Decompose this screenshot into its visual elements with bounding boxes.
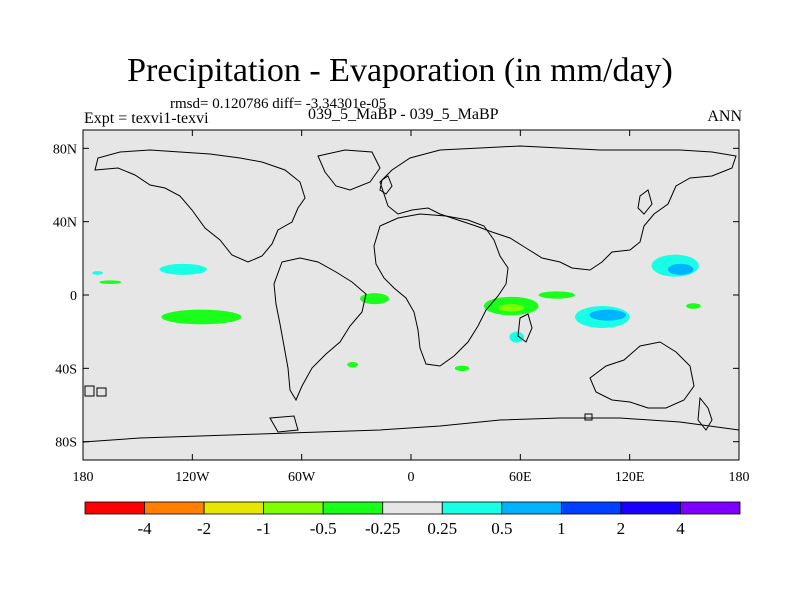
- colorbar-label: -4: [137, 519, 152, 538]
- map-background: [83, 130, 739, 460]
- axis-ticks: 180 120W 60W 0 60E 120E 180 80N 40N 0 40S 80S: [53, 130, 750, 485]
- colorbar-swatch: [501, 501, 562, 515]
- colorbar-swatch: [84, 501, 145, 515]
- y-tick-label: 80N: [53, 142, 77, 157]
- anomaly-arabian-green: [538, 291, 575, 299]
- y-tick-label: 40N: [53, 216, 77, 231]
- anomaly-dateline-green: [99, 280, 122, 284]
- chart-title: Precipitation - Evaporation (in mm/day): [127, 52, 673, 89]
- coastline-antarctica: [83, 417, 739, 443]
- colorbar-label: -1: [257, 519, 271, 538]
- colorbar-swatch: [441, 501, 503, 515]
- anomaly-north-pacific-cyan: [159, 263, 207, 275]
- colorbar: -4 -2 -1 -0.5 -0.25 0.25 0.5 1 2 4: [84, 501, 741, 538]
- y-tick-label: 80S: [55, 436, 77, 451]
- coastline-australia: [589, 341, 695, 409]
- x-tick-label: 0: [408, 470, 415, 485]
- coastline-eurasia: [379, 145, 737, 271]
- coastline-new-zealand: [697, 396, 713, 431]
- x-tick-label: 120E: [615, 470, 645, 485]
- colorbar-label: -0.25: [365, 519, 400, 538]
- colorbar-swatch: [203, 501, 265, 515]
- case-label: 039_5_MaBP - 039_5_MaBP: [308, 106, 499, 123]
- colorbar-label: 0.5: [491, 519, 512, 538]
- colorbar-label: 4: [676, 519, 685, 538]
- anomaly-south-africa-green: [454, 365, 470, 372]
- anomaly-maritime-blue: [589, 309, 627, 321]
- colorbar-swatch: [144, 501, 205, 515]
- colorbar-swatch: [382, 501, 443, 515]
- colorbar-swatch: [560, 501, 622, 515]
- anomaly-indian-ocean-small: [686, 303, 701, 309]
- colorbar-label: 0.25: [427, 519, 457, 538]
- anomaly-tropical-atlantic-green: [359, 293, 390, 305]
- colorbar-swatch: [620, 501, 681, 515]
- colorbar-label: 2: [617, 519, 626, 538]
- colorbar-label: -0.5: [310, 519, 337, 538]
- coastline-madagascar: [517, 313, 533, 343]
- anomaly-indian-ocean-core: [498, 304, 524, 312]
- x-tick-label: 60E: [509, 470, 532, 485]
- coastline-layer: [83, 145, 739, 443]
- x-tick-label: 180: [729, 470, 750, 485]
- coastline-southern-islands: [84, 385, 593, 433]
- anomaly-south-atlantic-green: [347, 361, 359, 368]
- coastline-south-america: [273, 257, 367, 402]
- coastline-british-isles: [379, 175, 393, 195]
- anomaly-east-pacific-cyan: [92, 271, 104, 275]
- coastline-greenland: [317, 149, 381, 191]
- x-tick-label: 60W: [288, 470, 316, 485]
- x-tick-label: 180: [73, 470, 94, 485]
- coastline-africa: [373, 213, 509, 367]
- x-tick-label: 120W: [175, 470, 210, 485]
- colorbar-label: 1: [557, 519, 566, 538]
- anomaly-south-pacific-green: [161, 309, 242, 325]
- anomaly-west-pacific-blue: [667, 263, 694, 275]
- anomaly-madagascar-cyan: [509, 331, 524, 343]
- chart-subtitle: rmsd= 0.120786 diff= -3.34301e-05: [170, 96, 387, 112]
- y-tick-label: 0: [70, 289, 77, 304]
- experiment-label: Expt = texvi1-texvi: [84, 110, 209, 127]
- colorbar-swatch: [322, 501, 384, 515]
- coastline-japan: [637, 189, 653, 215]
- anomaly-layer: [92, 254, 701, 372]
- y-tick-label: 40S: [55, 362, 77, 377]
- colorbar-swatch: [263, 501, 324, 515]
- colorbar-label: -2: [197, 519, 211, 538]
- coastline-north-america: [94, 149, 306, 263]
- season-label: ANN: [707, 108, 742, 125]
- colorbar-swatch: [680, 501, 741, 515]
